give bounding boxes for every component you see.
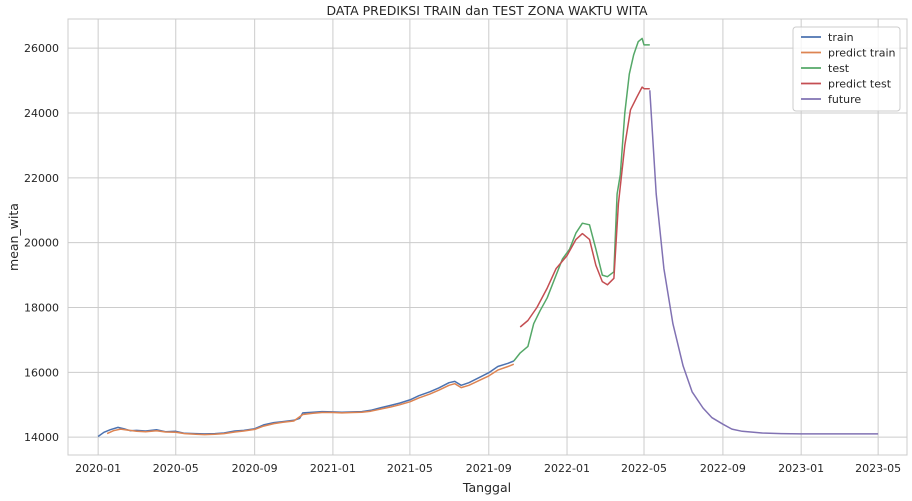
x-tick-label: 2022-09	[700, 462, 746, 475]
legend-entry: test	[828, 62, 850, 75]
legend-box	[792, 26, 901, 112]
legend: train predict train test predict test future	[792, 26, 901, 112]
x-tick-labels: 2020-01 2020-05 2020-09 2021-01 2021-05 2021-…	[75, 462, 901, 475]
x-tick-label: 2022-05	[621, 462, 667, 475]
series-lines	[97, 37, 879, 438]
x-tick-label: 2023-01	[778, 462, 824, 475]
series-line-future	[649, 90, 879, 435]
y-tick-label: 26000	[24, 42, 59, 55]
y-tick-label: 14000	[24, 431, 59, 444]
x-tick-label: 2021-05	[387, 462, 433, 475]
series-line-test	[513, 37, 650, 362]
y-tick-label: 18000	[24, 302, 59, 315]
y-axis-label: mean_wita	[6, 203, 21, 271]
series-line-predict-test	[519, 86, 650, 328]
chart-title: DATA PREDIKSI TRAIN dan TEST ZONA WAKTU …	[326, 3, 648, 18]
x-tick-label: 2021-09	[466, 462, 512, 475]
x-tick-label: 2023-05	[855, 462, 901, 475]
x-tick-label: 2020-01	[75, 462, 121, 475]
x-tick-label: 2020-05	[153, 462, 199, 475]
y-tick-labels: 14000 16000 18000 20000 22000 24000 26000	[24, 42, 59, 444]
x-tick-label: 2020-09	[232, 462, 278, 475]
legend-entry: future	[828, 93, 861, 106]
y-tick-label: 24000	[24, 107, 59, 120]
plot-area	[67, 18, 908, 456]
y-tick-label: 20000	[24, 237, 59, 250]
x-tick-label: 2022-01	[544, 462, 590, 475]
x-axis-label: Tanggal	[462, 480, 511, 495]
legend-entry: train	[828, 31, 854, 44]
legend-entry: predict test	[828, 78, 892, 91]
y-tick-label: 22000	[24, 172, 59, 185]
x-tick-label: 2021-01	[310, 462, 356, 475]
legend-entry: predict train	[828, 47, 896, 60]
series-line-predict-train	[106, 363, 515, 436]
y-tick-label: 16000	[24, 366, 59, 379]
